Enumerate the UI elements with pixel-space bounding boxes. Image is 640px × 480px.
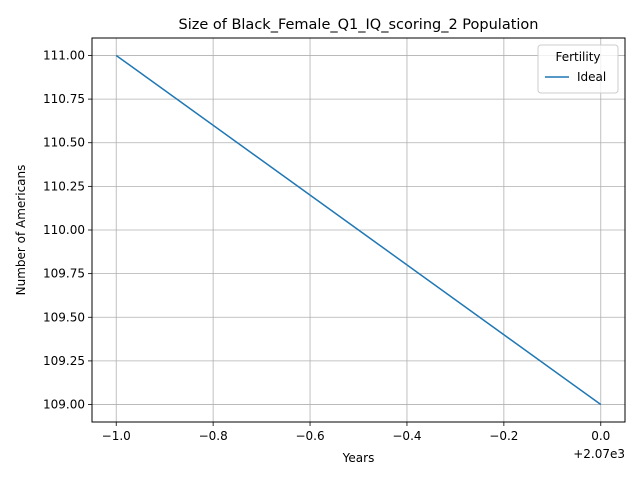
series-line-ideal — [115, 54, 602, 406]
y-tick-label: 109.50 — [43, 310, 85, 324]
legend-label-ideal: Ideal — [577, 70, 606, 84]
legend: Fertility Ideal — [537, 44, 619, 94]
x-axis-ticks: −1.0 −0.8 −0.6 −0.4 −0.2 0.0 — [102, 422, 610, 443]
y-tick-label: 111.00 — [43, 48, 85, 62]
chart-title: Size of Black_Female_Q1_IQ_scoring_2 Pop… — [179, 17, 539, 33]
y-tick-label: 110.75 — [43, 92, 85, 106]
legend-box — [537, 44, 619, 94]
y-axis-label: Number of Americans — [14, 165, 28, 296]
y-tick-label: 110.00 — [43, 223, 85, 237]
y-tick-label: 109.00 — [43, 398, 85, 412]
x-axis-offset-label: +2.07e3 — [573, 447, 625, 461]
x-tick-label: −0.4 — [392, 429, 421, 443]
x-tick-label: −0.6 — [295, 429, 324, 443]
x-tick-label: −0.2 — [489, 429, 518, 443]
series-layer — [115, 54, 602, 406]
x-tick-label: 0.0 — [591, 429, 610, 443]
y-tick-label: 109.75 — [43, 267, 85, 281]
legend-title: Fertility — [555, 50, 600, 64]
y-tick-label: 110.25 — [43, 179, 85, 193]
x-axis-label: Years — [342, 451, 375, 465]
y-tick-label: 110.50 — [43, 136, 85, 150]
x-tick-label: −1.0 — [102, 429, 131, 443]
x-tick-label: −0.8 — [199, 429, 228, 443]
y-tick-label: 109.25 — [43, 354, 85, 368]
y-axis-ticks: 109.00 109.25 109.50 109.75 110.00 110.25 110.… — [43, 48, 92, 412]
